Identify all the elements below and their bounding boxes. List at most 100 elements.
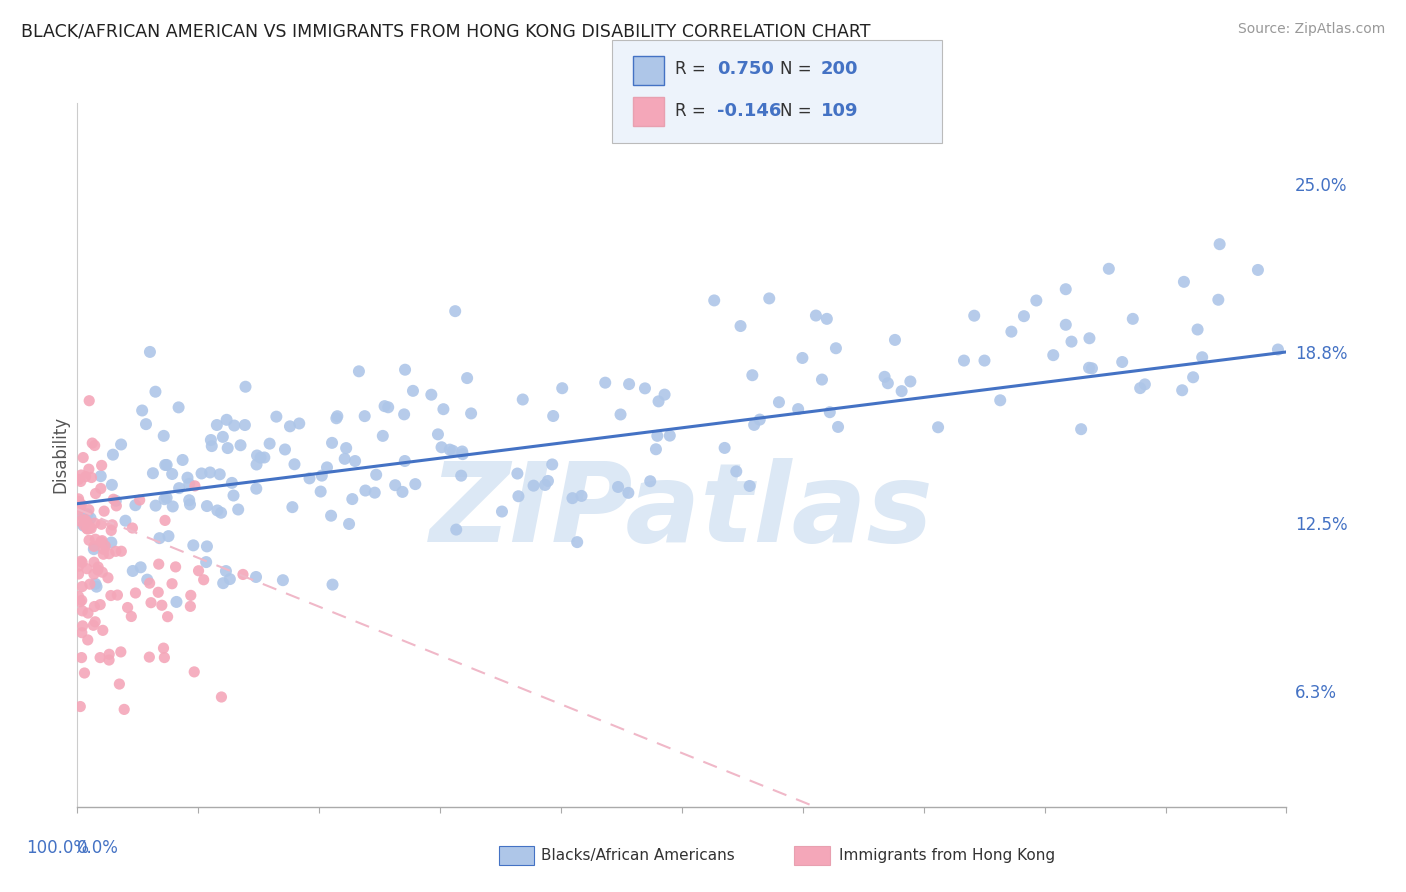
Point — [804, 309, 827, 323]
Point — [647, 429, 669, 443]
Point — [792, 351, 814, 365]
Point — [815, 311, 838, 326]
Point — [153, 650, 176, 665]
Point — [1012, 309, 1035, 323]
Point — [456, 371, 478, 385]
Point — [67, 559, 90, 574]
Text: 0.750: 0.750 — [717, 60, 773, 78]
Point — [342, 492, 364, 507]
Point — [90, 534, 112, 549]
Point — [337, 516, 360, 531]
Point — [235, 380, 257, 394]
Point — [1000, 325, 1022, 339]
Point — [353, 409, 375, 424]
Point — [1081, 361, 1104, 376]
Point — [420, 388, 443, 402]
Point — [83, 555, 105, 569]
Point — [245, 458, 267, 472]
Point — [184, 479, 207, 493]
Point — [209, 690, 232, 704]
Point — [394, 454, 416, 468]
Point — [84, 577, 107, 591]
Point — [70, 467, 93, 482]
Text: 0.0%: 0.0% — [77, 839, 120, 857]
Point — [198, 466, 221, 480]
Point — [172, 453, 194, 467]
Point — [1173, 275, 1195, 289]
Point — [82, 436, 104, 450]
Point — [181, 538, 204, 552]
Point — [94, 539, 117, 553]
Point — [73, 513, 96, 527]
Point — [818, 405, 841, 419]
Point — [121, 521, 143, 535]
Point — [634, 381, 657, 395]
Point — [90, 482, 112, 496]
Point — [278, 419, 301, 434]
Point — [439, 442, 461, 457]
Point — [218, 572, 240, 586]
Point — [1098, 261, 1121, 276]
Point — [738, 479, 761, 493]
Point — [1078, 331, 1101, 345]
Point — [1042, 348, 1064, 362]
Point — [253, 450, 276, 465]
Point — [512, 392, 534, 407]
Point — [117, 600, 139, 615]
Point — [1060, 334, 1083, 349]
Point — [366, 467, 388, 482]
Point — [179, 599, 201, 614]
Point — [72, 509, 94, 524]
Point — [70, 650, 93, 665]
Point — [91, 624, 114, 638]
Text: N =: N = — [780, 60, 817, 78]
Point — [80, 470, 103, 484]
Point — [103, 492, 125, 507]
Point — [90, 458, 112, 473]
Point — [155, 458, 177, 472]
Point — [105, 499, 128, 513]
Point — [69, 514, 91, 528]
Point — [136, 573, 159, 587]
Text: 200: 200 — [821, 60, 859, 78]
Point — [988, 393, 1011, 408]
Point — [77, 606, 100, 620]
Point — [76, 522, 98, 536]
Point — [347, 364, 370, 378]
Point — [713, 441, 735, 455]
Point — [311, 468, 333, 483]
Point — [84, 615, 107, 629]
Point — [167, 481, 190, 495]
Point — [180, 588, 202, 602]
Point — [571, 489, 593, 503]
Point — [69, 500, 91, 515]
Point — [67, 503, 90, 517]
Point — [101, 478, 124, 492]
Point — [884, 333, 907, 347]
Point — [91, 533, 114, 548]
Point — [325, 411, 347, 425]
Point — [75, 469, 97, 483]
Point — [83, 542, 105, 557]
Point — [963, 309, 986, 323]
Point — [364, 485, 387, 500]
Point — [72, 450, 94, 465]
Point — [104, 493, 127, 508]
Point — [274, 442, 297, 457]
Text: N =: N = — [780, 102, 817, 120]
Point — [90, 469, 112, 483]
Point — [70, 497, 93, 511]
Point — [183, 665, 205, 679]
Point — [86, 580, 108, 594]
Point — [460, 406, 482, 420]
Point — [153, 513, 176, 527]
Point — [201, 439, 224, 453]
Point — [135, 417, 157, 431]
Point — [1054, 282, 1077, 296]
Point — [129, 560, 152, 574]
Point — [1070, 422, 1092, 436]
Point — [741, 368, 763, 383]
Point — [876, 376, 898, 391]
Point — [124, 586, 146, 600]
Point — [69, 475, 91, 489]
